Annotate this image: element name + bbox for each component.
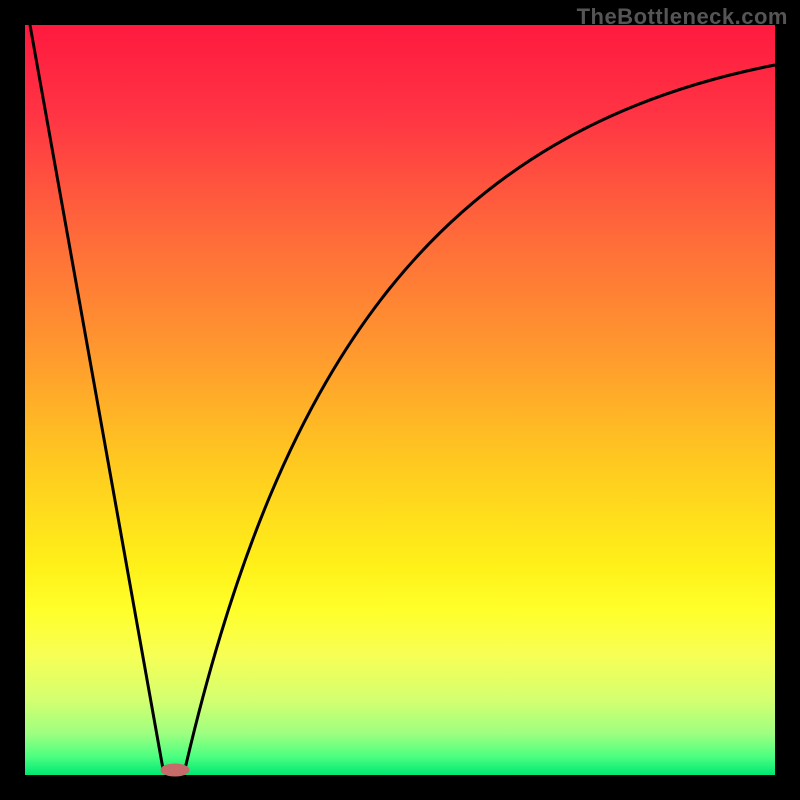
optimum-marker <box>161 764 189 776</box>
bottleneck-chart <box>0 0 800 800</box>
watermark-text: TheBottleneck.com <box>577 4 788 30</box>
chart-container: TheBottleneck.com <box>0 0 800 800</box>
plot-area <box>25 25 775 775</box>
